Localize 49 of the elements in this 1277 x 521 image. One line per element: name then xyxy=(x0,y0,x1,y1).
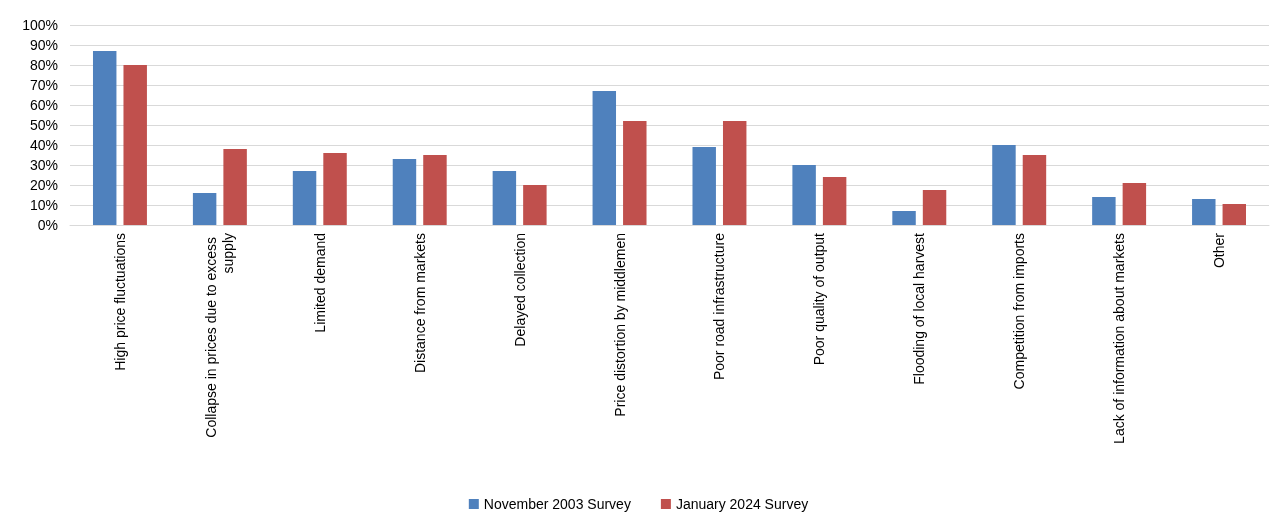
x-tick-label: Flooding of local harvest xyxy=(911,232,928,385)
x-tick-label: Collapse in prices due to excess supply xyxy=(203,233,237,438)
y-tick-label: 10% xyxy=(29,197,58,213)
bar xyxy=(392,159,417,225)
legend-label: November 2003 Survey xyxy=(483,496,631,512)
bar xyxy=(423,155,447,225)
bar xyxy=(792,165,816,225)
bar xyxy=(1122,183,1147,225)
y-tick-label: 0% xyxy=(37,217,58,233)
x-tick-label: Lack of information about markets xyxy=(1111,233,1128,444)
bar xyxy=(592,91,617,225)
x-tick-label: Other xyxy=(1211,232,1228,269)
x-tick-label: Limited demand xyxy=(311,233,328,333)
x-tick-label: Competition from imports xyxy=(1011,233,1028,390)
y-tick-label: 30% xyxy=(29,157,58,173)
x-tick-label: Delayed collection xyxy=(511,233,528,347)
bar xyxy=(992,145,1016,225)
bar xyxy=(623,121,647,225)
y-tick-label: 90% xyxy=(29,37,58,53)
x-tick-label: Distance from markets xyxy=(411,233,428,374)
bar xyxy=(1022,155,1047,225)
bar xyxy=(92,51,117,225)
bar xyxy=(323,153,347,225)
y-tick-label: 20% xyxy=(29,177,58,193)
bar xyxy=(492,171,517,225)
y-tick-label: 50% xyxy=(29,117,58,133)
y-tick-label: 60% xyxy=(29,97,58,113)
bar xyxy=(1222,204,1247,225)
y-tick-label: 40% xyxy=(29,137,58,153)
x-tick-label: High price fluctuations xyxy=(111,233,128,371)
bar xyxy=(223,149,247,225)
bar xyxy=(1192,199,1216,225)
bar xyxy=(523,185,547,225)
x-tick-label: Price distortion by middlemen xyxy=(611,233,628,417)
y-tick-label: 100% xyxy=(22,17,58,33)
y-tick-label: 80% xyxy=(29,57,58,73)
bar xyxy=(123,65,147,225)
bar xyxy=(722,121,747,225)
bar xyxy=(922,190,947,225)
x-tick-label: Poor quality of output xyxy=(811,232,828,366)
legend-label: January 2024 Survey xyxy=(675,496,809,512)
x-tick-label: Poor road infrastructure xyxy=(711,232,728,381)
bar xyxy=(692,147,716,225)
bar xyxy=(1092,197,1116,225)
bar xyxy=(822,177,847,225)
bar xyxy=(192,193,217,225)
bar xyxy=(292,171,317,225)
y-tick-label: 70% xyxy=(29,77,58,93)
bar xyxy=(892,211,916,225)
